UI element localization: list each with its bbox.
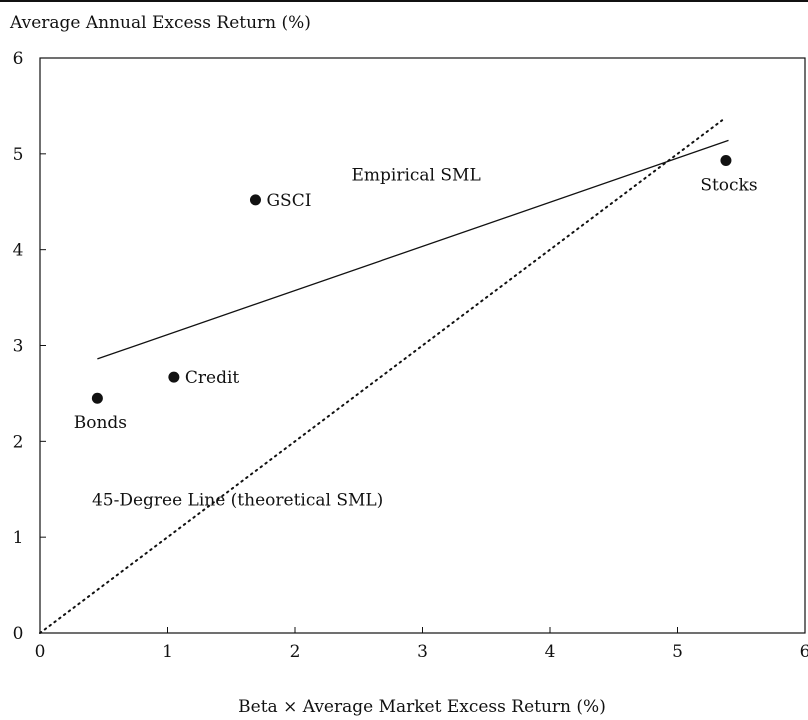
axis-ticks: 0 1 2 3 4 5 6 0 1 2 3 4 5 6	[13, 49, 808, 662]
y-tick-label: 6	[13, 49, 24, 69]
point-bonds	[91, 392, 103, 404]
top-rule	[0, 0, 808, 2]
theoretical-sml-line	[39, 119, 724, 634]
x-axis-title: Beta × Average Market Excess Return (%)	[238, 697, 606, 717]
point-label-credit: Credit	[185, 368, 240, 388]
x-tick-label: 4	[545, 642, 556, 662]
y-tick-label: 5	[13, 145, 24, 165]
x-tick-label: 5	[672, 642, 683, 662]
y-tick-label: 4	[13, 241, 24, 261]
x-tick-label: 6	[800, 642, 808, 662]
point-credit	[168, 371, 180, 383]
point-stocks	[720, 155, 732, 167]
empirical-sml-line	[97, 139, 729, 360]
data-points: Bonds Credit GSCI Stocks	[74, 155, 758, 433]
x-tick-label: 0	[35, 642, 46, 662]
x-tick-label: 1	[162, 642, 173, 662]
point-label-gsci: GSCI	[266, 191, 311, 211]
x-tick-label: 3	[417, 642, 428, 662]
annotation-label: 45-Degree Line (theoretical SML)	[92, 491, 383, 511]
point-gsci	[249, 194, 261, 206]
y-tick-label: 3	[13, 337, 24, 357]
point-label-bonds: Bonds	[74, 413, 127, 433]
y-tick-label: 1	[13, 528, 24, 548]
series-lines	[39, 119, 729, 634]
annotation-label: Empirical SML	[351, 166, 480, 186]
y-tick-label: 2	[13, 432, 24, 452]
x-tick-label: 2	[290, 642, 301, 662]
annotations: Empirical SML 45-Degree Line (theoretical…	[92, 166, 481, 511]
y-axis-title: Average Annual Excess Return (%)	[9, 13, 311, 33]
y-tick-label: 0	[13, 624, 24, 644]
point-label-stocks: Stocks	[700, 176, 757, 196]
